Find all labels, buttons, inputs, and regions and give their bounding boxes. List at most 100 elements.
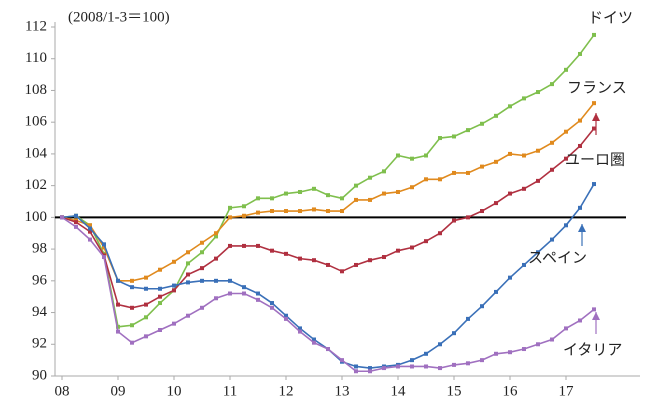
point-marker bbox=[508, 191, 512, 196]
point-marker bbox=[284, 209, 288, 214]
point-marker bbox=[592, 126, 596, 131]
point-marker bbox=[368, 366, 372, 371]
point-marker bbox=[298, 209, 302, 214]
point-marker bbox=[200, 250, 204, 255]
point-marker bbox=[256, 297, 260, 302]
point-marker bbox=[200, 305, 204, 310]
point-marker bbox=[578, 205, 582, 210]
point-marker bbox=[186, 261, 190, 266]
point-marker bbox=[466, 128, 470, 133]
point-marker bbox=[564, 326, 568, 331]
point-marker bbox=[494, 201, 498, 206]
point-marker bbox=[424, 239, 428, 244]
point-marker bbox=[508, 104, 512, 109]
y-tick-label: 98 bbox=[32, 241, 47, 257]
point-marker bbox=[242, 204, 246, 209]
x-tick-label: 08 bbox=[55, 383, 70, 399]
point-marker bbox=[564, 223, 568, 228]
point-marker bbox=[550, 140, 554, 145]
point-marker bbox=[592, 307, 596, 312]
point-marker bbox=[172, 288, 176, 293]
point-marker bbox=[312, 337, 316, 342]
y-tick-label: 94 bbox=[32, 304, 48, 320]
point-marker bbox=[102, 255, 106, 260]
point-marker bbox=[368, 369, 372, 374]
point-marker bbox=[354, 197, 358, 202]
point-marker bbox=[200, 278, 204, 283]
point-marker bbox=[592, 32, 596, 37]
point-marker bbox=[256, 243, 260, 248]
point-marker bbox=[326, 209, 330, 214]
point-marker bbox=[410, 364, 414, 369]
point-marker bbox=[480, 358, 484, 363]
arrow-head bbox=[592, 113, 600, 121]
point-marker bbox=[200, 266, 204, 271]
point-marker bbox=[116, 329, 120, 334]
point-marker bbox=[354, 369, 358, 374]
point-marker bbox=[396, 189, 400, 194]
x-tick-label: 12 bbox=[279, 383, 294, 399]
point-marker bbox=[494, 159, 498, 164]
x-tick-label: 16 bbox=[503, 383, 519, 399]
point-marker bbox=[340, 209, 344, 214]
point-marker bbox=[158, 267, 162, 272]
point-marker bbox=[214, 231, 218, 236]
point-marker bbox=[536, 148, 540, 153]
point-marker bbox=[494, 351, 498, 356]
point-marker bbox=[564, 156, 568, 161]
point-marker bbox=[158, 301, 162, 306]
point-marker bbox=[396, 248, 400, 253]
point-marker bbox=[368, 175, 372, 180]
point-marker bbox=[438, 366, 442, 371]
point-marker bbox=[382, 191, 386, 196]
point-marker bbox=[480, 121, 484, 126]
series-label: ドイツ bbox=[588, 9, 633, 27]
point-marker bbox=[74, 220, 78, 225]
point-marker bbox=[284, 191, 288, 196]
point-marker bbox=[242, 243, 246, 248]
point-marker bbox=[74, 224, 78, 229]
point-marker bbox=[144, 334, 148, 339]
point-marker bbox=[550, 237, 554, 242]
point-marker bbox=[340, 358, 344, 363]
point-marker bbox=[438, 231, 442, 236]
series-line bbox=[61, 34, 595, 328]
point-marker bbox=[592, 182, 596, 187]
point-marker bbox=[410, 185, 414, 190]
point-marker bbox=[522, 186, 526, 191]
point-marker bbox=[228, 205, 232, 210]
y-tick-label: 90 bbox=[32, 367, 47, 383]
point-marker bbox=[550, 167, 554, 172]
point-marker bbox=[298, 189, 302, 194]
point-marker bbox=[60, 215, 64, 220]
point-marker bbox=[130, 278, 134, 283]
series-label: ユーロ圏 bbox=[565, 151, 625, 169]
point-marker bbox=[102, 245, 106, 250]
point-marker bbox=[354, 364, 358, 369]
point-marker bbox=[466, 316, 470, 321]
point-marker bbox=[368, 258, 372, 263]
point-marker bbox=[410, 245, 414, 250]
x-tick-label: 10 bbox=[167, 383, 182, 399]
point-marker bbox=[270, 209, 274, 214]
point-marker bbox=[354, 262, 358, 267]
point-marker bbox=[550, 82, 554, 87]
point-marker bbox=[326, 262, 330, 267]
point-marker bbox=[522, 347, 526, 352]
point-marker bbox=[130, 285, 134, 290]
point-marker bbox=[480, 164, 484, 169]
x-tick-label: 09 bbox=[111, 383, 126, 399]
y-tick-label: 108 bbox=[25, 82, 48, 98]
y-tick-label: 92 bbox=[32, 336, 47, 352]
series-label: イタリア bbox=[563, 341, 622, 359]
point-marker bbox=[536, 178, 540, 183]
point-marker bbox=[452, 218, 456, 223]
point-marker bbox=[536, 250, 540, 255]
point-marker bbox=[480, 209, 484, 214]
point-marker bbox=[186, 313, 190, 318]
point-marker bbox=[452, 134, 456, 139]
point-marker bbox=[298, 256, 302, 261]
point-marker bbox=[144, 286, 148, 291]
point-marker bbox=[74, 213, 78, 218]
